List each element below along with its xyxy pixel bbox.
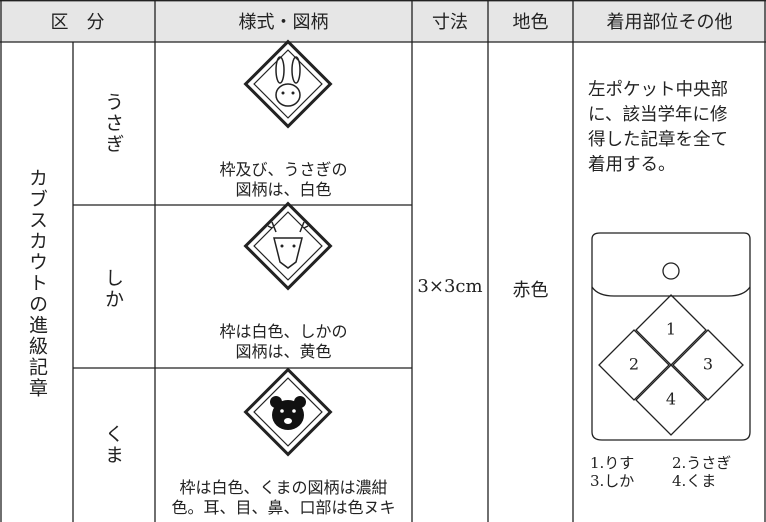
- rabbit-badge: [243, 39, 333, 129]
- placement-line: 左ポケット中央部: [588, 80, 728, 100]
- diagram-number: 3: [703, 355, 713, 374]
- header-cell: 様式・図柄: [155, 0, 412, 42]
- deer-badge: [243, 201, 333, 291]
- placement-line: 着用する。: [588, 155, 676, 175]
- bear-badge: [243, 367, 333, 457]
- legend-item: 2.うさぎ: [672, 454, 732, 472]
- placement-line: に、該当学年に修: [588, 105, 728, 125]
- header-cell: 区 分: [0, 0, 155, 42]
- pocket-diagram: [591, 232, 751, 441]
- row-name: うさぎ: [102, 92, 124, 155]
- legend-item: 1.りす: [590, 454, 635, 472]
- row-name: くま: [102, 424, 124, 466]
- row-name: しか: [102, 268, 124, 310]
- placement-line: 得した記章を全て: [588, 130, 728, 150]
- caption: 枠は白色、くまの図柄は濃紺 色。耳、目、鼻、口部は色ヌキ: [155, 478, 412, 518]
- diagram-number: 2: [629, 355, 639, 374]
- diagram-number: 4: [666, 390, 676, 409]
- caption-line: 図柄は、黄色: [235, 342, 332, 361]
- header-cell: 寸法: [412, 0, 488, 42]
- caption-line: 枠は白色、しかの: [219, 322, 348, 341]
- caption-line: 色。耳、目、鼻、口部は色ヌキ: [171, 498, 396, 517]
- legend-item: 4.くま: [672, 472, 717, 490]
- legend-item: 3.しか: [590, 472, 635, 490]
- header-cell: 地色: [488, 0, 573, 42]
- placement: 左ポケット中央部 に、該当学年に修 得した記章を全て 着用する。: [588, 78, 728, 178]
- caption: 枠及び、うさぎの 図柄は、白色: [155, 160, 412, 200]
- size: 3×3cm: [417, 276, 483, 297]
- section-label: カブスカウトの進級記章: [26, 168, 48, 399]
- caption-line: 枠は白色、くまの図柄は濃紺: [179, 478, 388, 497]
- diagram-number: 1: [666, 320, 676, 339]
- caption-line: 枠及び、うさぎの: [219, 160, 348, 179]
- ground-color: 赤色: [512, 280, 549, 301]
- caption: 枠は白色、しかの 図柄は、黄色: [155, 322, 412, 362]
- caption-line: 図柄は、白色: [235, 180, 332, 199]
- header-cell: 着用部位その他: [573, 0, 766, 42]
